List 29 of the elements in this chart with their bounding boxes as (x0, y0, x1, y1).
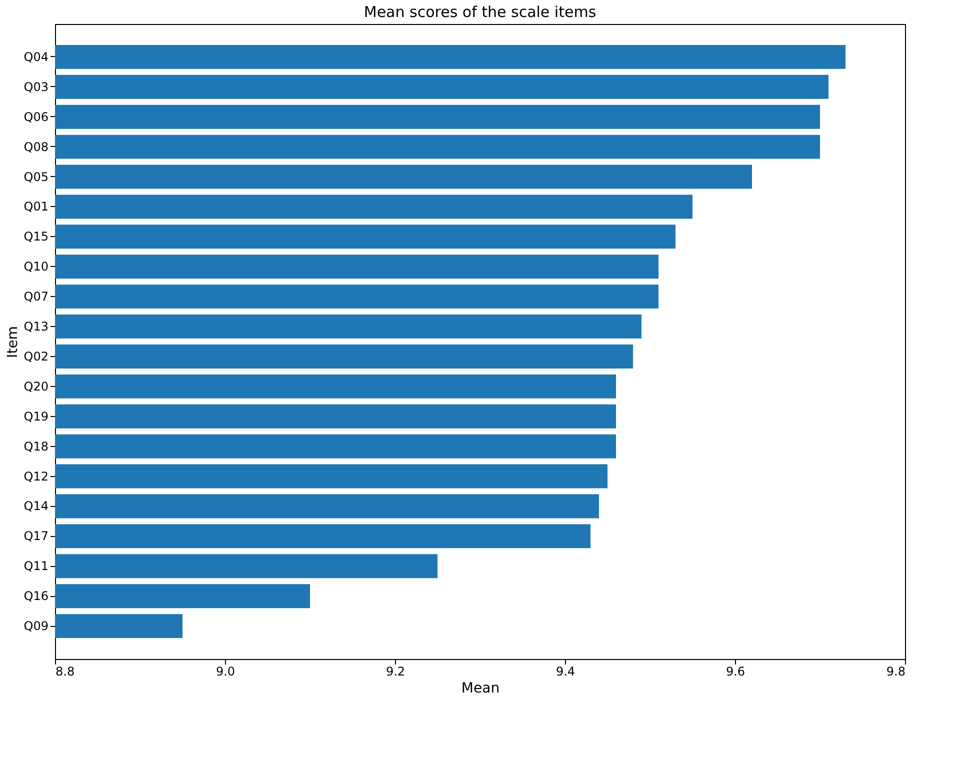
y-tick-label: Q04 (24, 50, 48, 64)
x-tick-label: 9.4 (556, 664, 576, 678)
y-tick-label: Q07 (24, 290, 48, 304)
y-tick-label: Q03 (24, 80, 48, 94)
y-tick-label: Q10 (24, 260, 48, 274)
x-tick-label: 9.6 (726, 664, 746, 678)
y-tick-label: Q06 (24, 110, 48, 124)
x-tick-label: 9.2 (386, 664, 406, 678)
y-tick-label: Q18 (24, 439, 48, 454)
x-tick-label: 9.0 (216, 664, 236, 678)
chart-title: Mean scores of the scale items (364, 3, 596, 21)
y-tick-label: Q17 (24, 529, 48, 544)
y-tick-label: Q11 (24, 559, 48, 574)
y-tick-label: Q12 (24, 469, 48, 484)
y-tick-label: Q13 (24, 320, 48, 334)
y-tick-label: Q05 (24, 170, 48, 184)
y-tick-label: Q02 (24, 349, 48, 364)
x-axis-title: Mean (461, 680, 500, 696)
y-tick-label: Q08 (24, 140, 48, 154)
y-tick-label: Q01 (24, 200, 48, 214)
y-tick-label: Q19 (24, 409, 48, 424)
y-tick-label: Q14 (24, 499, 48, 514)
y-tick-label: Q15 (24, 230, 48, 244)
x-tick-label: 9.8 (886, 664, 906, 678)
y-tick-label: Q16 (24, 589, 48, 604)
x-tick-label: 8.8 (56, 664, 75, 678)
y-axis-title: Item (4, 326, 21, 358)
y-tick-label: Q20 (24, 379, 48, 394)
y-tick-label: Q09 (24, 619, 48, 634)
